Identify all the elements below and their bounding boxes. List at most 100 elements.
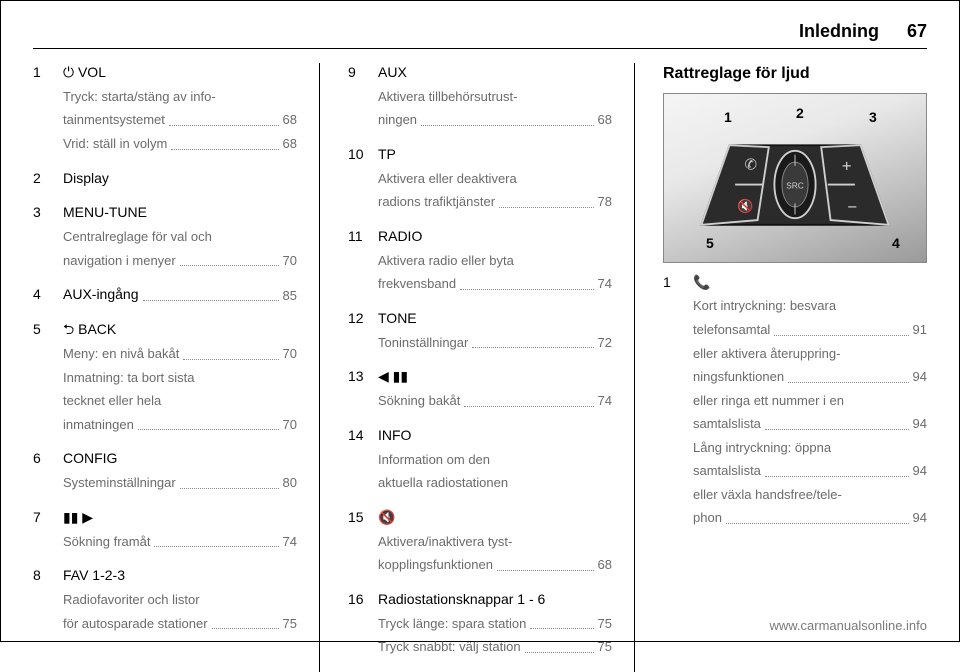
desc-row: eller växla handsfree/tele-: [693, 486, 927, 504]
desc-text: Radiofavoriter och listor: [63, 591, 200, 609]
item-number: 16: [348, 590, 368, 662]
leader-dots: [788, 382, 908, 383]
callout-4: 4: [892, 234, 900, 253]
desc-row: Aktivera eller deaktivera: [378, 170, 612, 188]
page-ref: 74: [598, 275, 612, 293]
list-item: 4 AUX-ingång85: [33, 285, 297, 310]
desc-row: eller aktivera återuppring-: [693, 345, 927, 363]
leader-dots: [497, 570, 594, 571]
page-ref: 74: [283, 533, 297, 551]
item-number: 9: [348, 63, 368, 135]
item-number: 10: [348, 145, 368, 217]
item-label: ▮▮ ▶: [63, 508, 297, 527]
page-ref: 75: [283, 615, 297, 633]
desc-text: Information om den: [378, 451, 490, 469]
item-label: 🔇: [378, 508, 612, 527]
desc-text: phon: [693, 509, 722, 527]
leader-dots: [472, 347, 593, 348]
column-2: 9AUXAktivera tillbehörsutrust-ningen6810…: [348, 63, 635, 672]
list-item: 7▮▮ ▶Sökning framåt74: [33, 508, 297, 556]
leader-dots: [726, 523, 909, 524]
desc-row: kopplingsfunktionen68: [378, 556, 612, 574]
page-title: Inledning: [799, 21, 879, 42]
list-item: 9 AUX Aktivera tillbehörsutrust-ningen68: [348, 63, 612, 135]
svg-text:🔇: 🔇: [737, 198, 753, 213]
desc-text: Aktivera eller deaktivera: [378, 170, 517, 188]
page-header: Inledning 67: [33, 21, 927, 49]
steering-controls-heading: Rattreglage för ljud: [663, 63, 927, 85]
desc-text: eller växla handsfree/tele-: [693, 486, 842, 504]
page-ref: 78: [598, 193, 612, 211]
desc-text: eller aktivera återuppring-: [693, 345, 840, 363]
desc-text: tecknet eller hela: [63, 392, 161, 410]
item-label: CONFIG: [63, 449, 297, 468]
list-item: 16Radiostationsknappar 1 - 6Tryck länge:…: [348, 590, 612, 662]
desc-row: samtalslista 94: [693, 415, 927, 433]
item-label: ⮌ BACK: [63, 320, 297, 339]
desc-text: för autosparade stationer: [63, 615, 208, 633]
page-ref: 68: [283, 135, 297, 153]
desc-text: Aktivera tillbehörsutrust-: [378, 88, 517, 106]
item-number: 1: [663, 273, 683, 533]
desc-row: Toninställningar72: [378, 334, 612, 352]
item-body: ⏻ VOL Tryck: starta/stäng av info-tainmen…: [63, 63, 297, 159]
desc-row: frekvensband74: [378, 275, 612, 293]
item-label: MENU-TUNE: [63, 203, 297, 222]
desc-text: ningsfunktionen: [693, 368, 784, 386]
src-button-label: SRC: [786, 180, 804, 190]
content-columns: 1 ⏻ VOL Tryck: starta/stäng av info-tainme…: [33, 63, 927, 672]
item-label-row: AUX-ingång85: [63, 285, 297, 304]
page-ref: 70: [283, 416, 297, 434]
page-ref: 75: [598, 615, 612, 633]
item-number: 14: [348, 426, 368, 498]
desc-row: Meny: en nivå bakåt70: [63, 345, 297, 363]
desc-text: samtalslista: [693, 415, 761, 433]
desc-text: Kort intryckning: besvara: [693, 297, 836, 315]
desc-row: Lång intryckning: öppna: [693, 439, 927, 457]
page-ref: 94: [913, 509, 927, 527]
desc-row: ningen68: [378, 111, 612, 129]
item-label: ⏻ VOL: [63, 63, 297, 82]
item-label: AUX: [378, 63, 612, 82]
leader-dots: [765, 476, 909, 477]
item-number: 4: [33, 285, 53, 310]
desc-row: Tryck: starta/stäng av info-: [63, 88, 297, 106]
list-item: 1📞Kort intryckning: besvaratelefonsamtal…: [663, 273, 927, 533]
item-label: RADIO: [378, 227, 612, 246]
desc-row: Sökning bakåt74: [378, 392, 612, 410]
leader-dots: [421, 125, 593, 126]
leader-dots: [774, 335, 908, 336]
item-body: FAV 1-2-3Radiofavoriter och listorför au…: [63, 566, 297, 638]
item-label: INFO: [378, 426, 612, 445]
desc-text: ningen: [378, 111, 417, 129]
desc-row: tainmentsystemet68: [63, 111, 297, 129]
leader-dots: [143, 300, 279, 301]
callout-2: 2: [796, 104, 804, 123]
leader-dots: [180, 265, 279, 266]
item-body: MENU-TUNECentralreglage för val ochnavig…: [63, 203, 297, 275]
desc-text: Meny: en nivå bakåt: [63, 345, 179, 363]
desc-text: aktuella radiostationen: [378, 474, 508, 492]
list-item: 15🔇Aktivera/inaktivera tyst-kopplingsfun…: [348, 508, 612, 580]
leader-dots: [171, 149, 278, 150]
desc-text: Lång intryckning: öppna: [693, 439, 831, 457]
desc-text: Centralreglage för val och: [63, 228, 212, 246]
page-ref: 68: [598, 556, 612, 574]
desc-row: eller ringa ett nummer i en: [693, 392, 927, 410]
item-number: 11: [348, 227, 368, 299]
item-number: 1: [33, 63, 53, 159]
item-label: Display: [63, 169, 297, 188]
desc-text: Sökning bakåt: [378, 392, 460, 410]
column-1: 1 ⏻ VOL Tryck: starta/stäng av info-tainme…: [33, 63, 320, 672]
list-item: 1 ⏻ VOL Tryck: starta/stäng av info-tainme…: [33, 63, 297, 159]
page-ref: 94: [913, 368, 927, 386]
manual-page: Inledning 67 1 ⏻ VOL Tryck: starta/stäng a…: [0, 0, 960, 642]
page-ref: 94: [913, 415, 927, 433]
desc-text: Toninställningar: [378, 334, 468, 352]
leader-dots: [154, 546, 278, 547]
leader-dots: [460, 289, 593, 290]
desc-row: aktuella radiostationen: [378, 474, 612, 492]
page-ref: 91: [913, 321, 927, 339]
desc-row: telefonsamtal91: [693, 321, 927, 339]
svg-text:✆: ✆: [744, 156, 757, 173]
